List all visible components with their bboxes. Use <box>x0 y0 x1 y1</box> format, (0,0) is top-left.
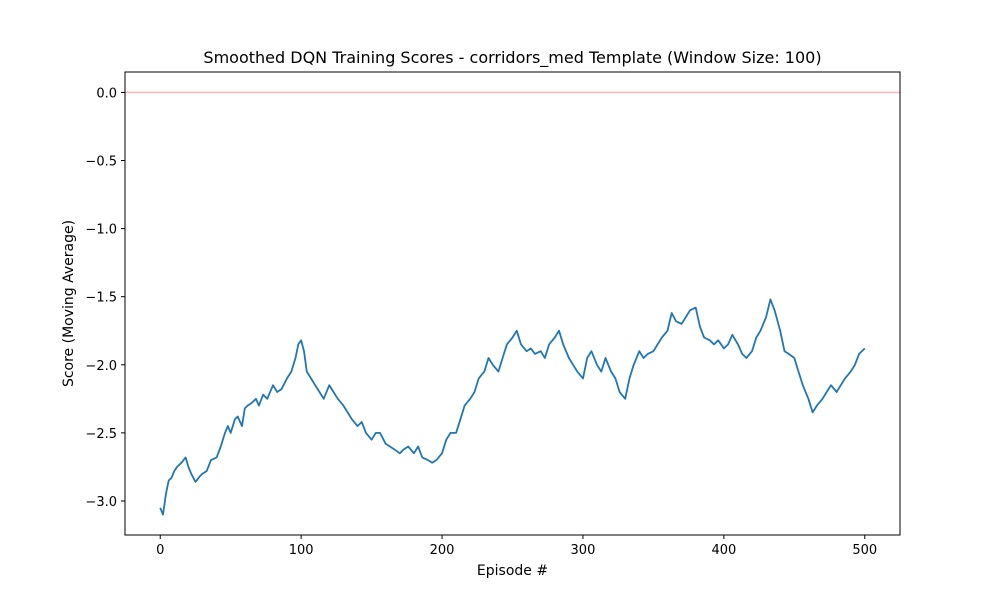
x-axis-ticks: 0 100 200 300 400 500 <box>156 535 877 558</box>
axes-frame <box>124 71 901 536</box>
chart-title: Smoothed DQN Training Scores - corridors… <box>203 48 821 68</box>
y-tick-label: −0.5 <box>85 155 117 170</box>
x-tick-label: 500 <box>852 543 877 558</box>
x-tick-label: 100 <box>289 543 314 558</box>
y-tick-label: −1.5 <box>85 291 117 306</box>
y-tick-label: −1.0 <box>85 223 117 238</box>
x-tick-label: 400 <box>711 543 736 558</box>
x-tick-label: 0 <box>156 543 164 558</box>
x-axis-label: Episode # <box>477 563 548 579</box>
y-axis-ticks: −3.0 −2.5 −2.0 −1.5 −1.0 −0.5 0.0 <box>85 86 125 510</box>
x-tick-label: 300 <box>571 543 596 558</box>
y-tick-label: 0.0 <box>96 86 117 101</box>
y-tick-label: −3.0 <box>85 495 117 510</box>
series-layer <box>159 298 866 516</box>
x-tick-label: 200 <box>430 543 455 558</box>
score-series-line <box>159 298 866 516</box>
y-axis-label: Score (Moving Average) <box>61 220 77 387</box>
y-tick-label: −2.5 <box>85 427 117 442</box>
y-tick-label: −2.0 <box>85 359 117 374</box>
